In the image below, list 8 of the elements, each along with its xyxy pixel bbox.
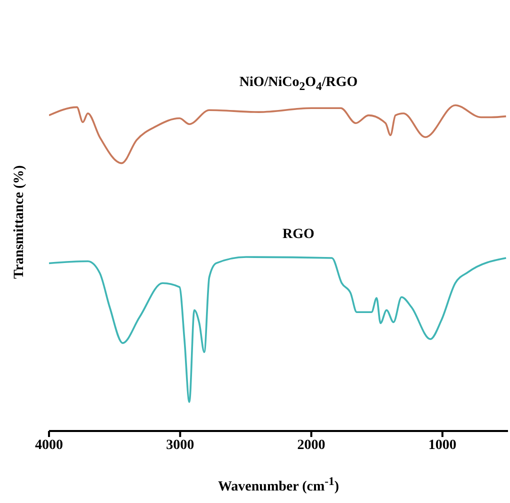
x-tick-label: 4000 xyxy=(35,438,63,453)
x-tick-label: 3000 xyxy=(166,438,194,453)
x-tick-label: 1000 xyxy=(428,438,456,453)
y-axis-title: Transmittance (%) xyxy=(12,164,28,281)
x-tick-label: 2000 xyxy=(297,438,326,453)
series-label: NiO/NiCo$_{2}$O$_{4}$/RGO xyxy=(238,75,359,94)
series-label: RGO xyxy=(282,227,316,244)
x-axis-title: Wavenumber (cm$^{-1}$) xyxy=(216,475,340,496)
